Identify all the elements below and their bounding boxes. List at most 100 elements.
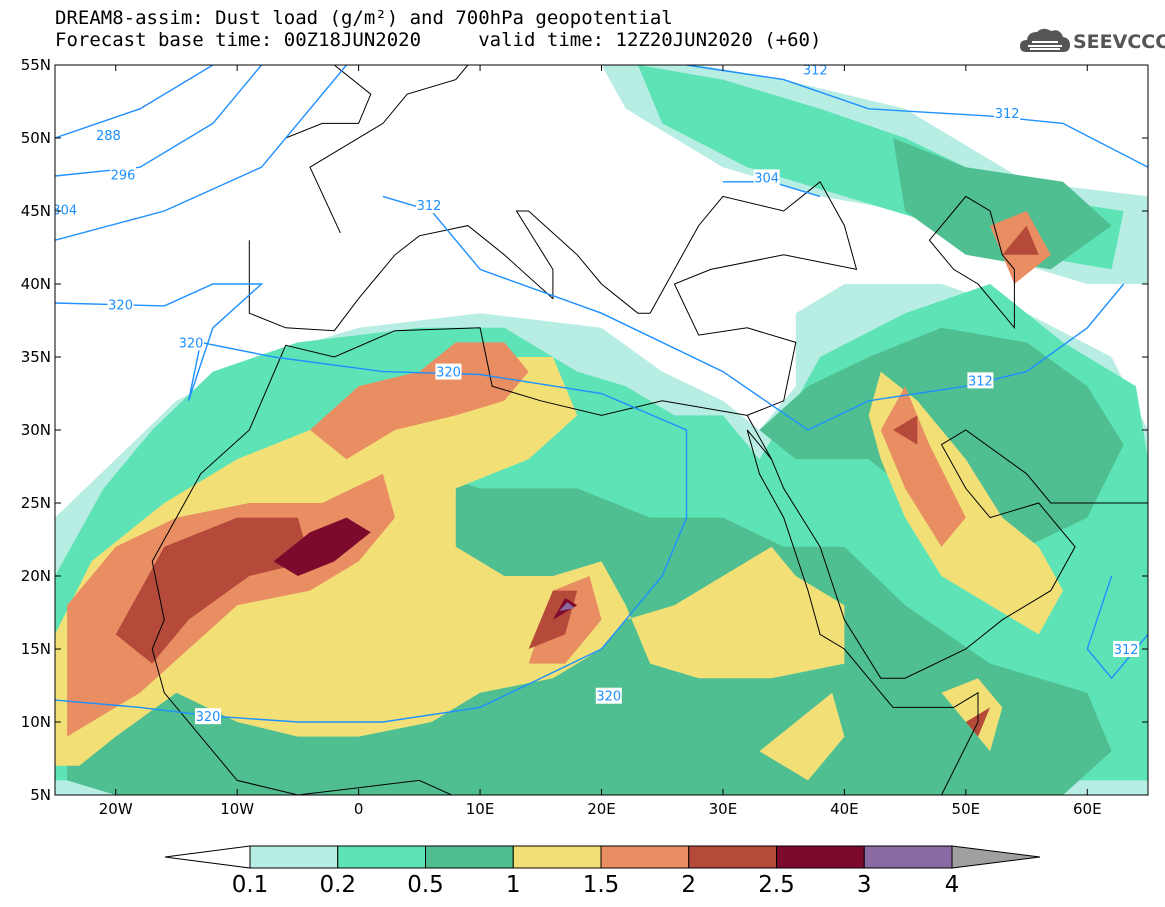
contour-label: 312 [967,372,994,389]
x-tick-label: 10E [466,800,495,818]
contour-label: 304 [52,201,78,219]
map-area: 288 296 304 312 320 320 320 320 320 304 312 312 312 3… [52,63,1148,795]
contour-label-text: 312 [803,63,828,78]
contour-label-bg [195,708,222,725]
contour-label: 312 [802,63,829,78]
dust-region [759,692,845,781]
coastline [151,561,453,795]
colorbar-label: 1.5 [583,872,620,898]
x-tick-label: 20E [587,800,616,818]
contour-label-bg [95,127,122,144]
coastline [928,195,1015,330]
dust-region [273,517,371,576]
y-tick-label: 20N [21,567,51,585]
dust-region [55,357,845,766]
colorbar-label: 1 [506,872,521,898]
coastline [151,181,858,562]
colorbar-swatch [600,845,690,869]
contour-label-bg [994,105,1021,122]
colorbar-label: 0.1 [232,872,269,898]
contour-label-text: 296 [111,169,136,184]
dust-region [893,415,918,445]
cloud-icon [1020,28,1070,52]
contour-label: 312 [994,105,1021,122]
y-tick-label: 35N [21,348,51,366]
contour-label: 320 [178,334,205,351]
colorbar-label: 0.5 [407,872,444,898]
geopotential-contour [55,65,214,139]
x-tick-label: 30E [709,800,738,818]
contour-label-bg [178,334,205,351]
y-tick-label: 40N [21,275,51,293]
dust-field [55,65,1148,795]
colorbar-label: 2 [681,872,696,898]
colorbar-label: 0.2 [319,872,356,898]
logo-text: SEEVCCC [1073,31,1165,53]
map-title: DREAM8-assim: Dust load (g/m²) and 700hP… [55,7,673,29]
contour-label-text: 320 [179,336,204,351]
contour-label-bg [435,363,462,380]
contour-label-text: 320 [108,298,133,313]
y-tick-label: 5N [30,786,51,804]
contour-label: 320 [107,296,134,313]
contour-label-bg [802,65,829,78]
contour-label: 312 [416,197,443,214]
contour-label: 304 [753,169,780,186]
colorbar-swatch [512,845,602,869]
contour-labels: 288 296 304 312 320 320 320 320 320 304 312 312 312 3… [52,63,1140,725]
contour-label-bg [107,296,134,313]
colorbar-low-arrow [164,845,251,869]
contour-label-bg [55,201,78,218]
coastline [309,65,469,234]
x-tick-label: 0 [354,800,364,818]
contour-label-text: 320 [596,690,621,705]
geopotential-contour [382,195,1125,431]
geopotential-contour [686,65,1148,168]
y-tick-label: 30N [21,421,51,439]
colorbar: 0.1 0.2 0.5 1 1.5 2 2.5 3 4 [164,845,1041,898]
dust-region [115,517,310,664]
contour-label-text: 312 [968,374,993,389]
colorbar-swatch [776,845,865,869]
x-tick-label: 60E [1073,800,1102,818]
x-tick-label: 20W [99,800,133,818]
y-tick-label: 10N [21,713,51,731]
dust-region [310,342,529,460]
colorbar-swatch [337,845,426,869]
contour-label-text: 320 [196,710,221,725]
contour-label-text: 304 [754,171,779,186]
contour-label: 288 [95,127,122,144]
y-tick-label: 25N [21,494,51,512]
contour-label: 320 [435,363,462,381]
coastline [248,210,651,332]
contour-label-bg [967,372,994,389]
contour-label-bg [416,197,443,214]
coastline [285,65,372,139]
contour-label-text: 304 [52,204,77,219]
contour-label: 320 [595,687,622,705]
coastline [746,415,1148,679]
axis-ticks: 20W 10W 0 10E 20E 30E 40E 50E 60E 55N 50N 45N 40N 35N… [21,56,1148,818]
geopotential-contour [55,283,688,723]
colorbar-label: 4 [945,872,960,898]
contour-label: 296 [110,166,137,184]
colorbar-swatch [249,845,339,869]
coastlines [151,65,1148,795]
map-subtitle: Forecast base time: 00Z18JUN2020 valid t… [55,29,822,51]
geopotential-contour [55,65,263,177]
dust-region [559,602,575,611]
contour-label: 320 [195,708,222,725]
colorbar-label: 2.5 [758,872,795,898]
y-tick-label: 45N [21,202,51,220]
y-tick-label: 55N [21,56,51,74]
y-tick-label: 50N [21,129,51,147]
x-tick-label: 40E [830,800,859,818]
contour-label-text: 320 [436,366,461,381]
coastline [746,429,979,795]
contour-label-bg [595,687,622,704]
dust-region [893,138,1112,270]
contour-label-bg [110,166,137,183]
geopotential-contour [55,65,348,241]
contour-label-text: 312 [1114,643,1139,658]
